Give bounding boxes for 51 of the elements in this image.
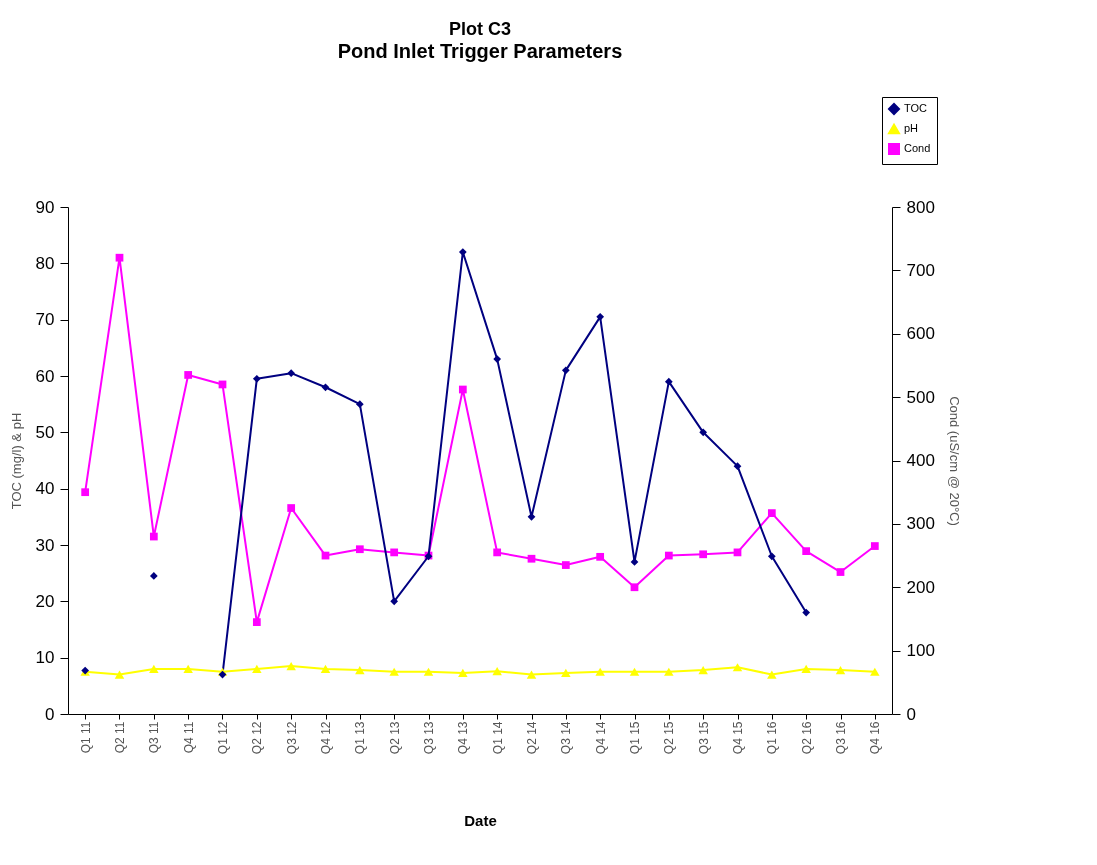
y-tick-label: 40 [35, 479, 55, 499]
y-axis-title: TOC (mg/l) & pH [8, 412, 24, 510]
x-tick-label: Q2 15 [662, 721, 677, 755]
x-tick-label: Q2 16 [799, 721, 814, 755]
x-tick-label: Q3 13 [422, 721, 436, 755]
y2-tick-label: 700 [906, 260, 935, 280]
x-tick-label: Q4 11 [181, 721, 196, 754]
x-tick-label: Q2 12 [250, 721, 265, 755]
x-tick-label: Q3 11 [147, 721, 162, 754]
y2-tick-label: 600 [906, 324, 935, 344]
x-axis-title: Date [464, 812, 497, 830]
x-tick-label: Q3 15 [696, 721, 711, 755]
x-tick-label: Q1 14 [490, 721, 505, 755]
y-tick-label: 70 [35, 310, 55, 330]
y2-tick-label: 200 [906, 577, 935, 597]
y2-tick-label: 100 [906, 641, 935, 661]
legend-label: pH [904, 122, 919, 134]
x-tick-label: Q1 13 [353, 721, 368, 755]
x-tick-label: Q2 11 [113, 721, 127, 754]
x-tick-label: Q4 13 [456, 721, 471, 755]
y-tick-label: 30 [35, 535, 55, 555]
legend-label: TOC [904, 102, 928, 114]
y2-axis-title: Cond (uS/cm @ 20°C) [946, 396, 962, 526]
y-tick-label: 60 [35, 366, 55, 386]
x-tick-label: Q1 12 [216, 721, 230, 755]
x-tick-label: Q2 13 [387, 721, 402, 755]
y-tick-label: 10 [35, 648, 55, 668]
x-tick-label: Q3 12 [284, 721, 299, 755]
x-tick-label: Q2 14 [525, 721, 539, 755]
y-tick-label: 0 [45, 704, 55, 724]
y-tick-label: 80 [35, 253, 55, 273]
x-tick-label: Q1 16 [765, 721, 780, 755]
y-tick-label: 50 [35, 422, 55, 442]
x-tick-label: Q4 15 [731, 721, 745, 755]
x-tick-label: Q1 11 [78, 721, 93, 754]
x-tick-label: Q4 16 [868, 721, 883, 755]
chart-subtitle: Pond Inlet Trigger Parameters [337, 39, 623, 62]
chart-title: Plot C3 [448, 18, 512, 39]
y2-tick-label: 400 [906, 451, 935, 470]
y2-tick-label: 0 [906, 704, 916, 724]
y-tick-label: 20 [35, 591, 55, 611]
x-tick-label: Q4 12 [319, 721, 333, 755]
y2-tick-label: 300 [906, 514, 935, 534]
legend-label: Cond [904, 142, 931, 154]
x-tick-label: Q4 14 [593, 721, 608, 755]
y2-tick-label: 500 [906, 387, 935, 407]
x-tick-label: Q3 14 [559, 721, 574, 755]
x-tick-label: Q3 16 [834, 721, 848, 755]
y-tick-label: 90 [35, 197, 55, 217]
x-tick-label: Q1 15 [628, 721, 642, 755]
y2-tick-label: 800 [906, 197, 935, 217]
